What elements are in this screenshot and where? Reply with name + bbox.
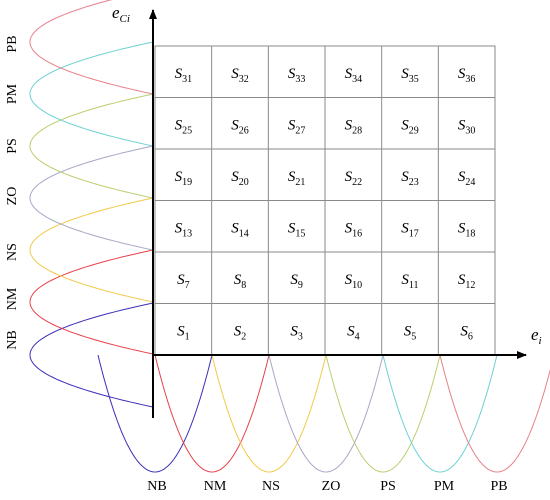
membership-curve-ns	[29, 197, 154, 303]
set-label-nb: NB	[147, 479, 166, 494]
membership-curve-pb	[29, 0, 154, 95]
membership-curve-nb	[29, 302, 154, 408]
rule-cell-label: S33	[288, 66, 306, 85]
rule-cell-label: S4	[347, 323, 360, 342]
rule-cell-label: S29	[401, 117, 419, 136]
set-label-ps: PS	[5, 138, 20, 154]
membership-curve-pm	[382, 354, 498, 473]
set-label-ps: PS	[380, 479, 396, 494]
rule-cell-label: S23	[401, 169, 419, 188]
membership-curve-ns	[211, 354, 327, 473]
vertical-set-labels: NB NM NS ZO PS PM PB	[5, 35, 20, 349]
rule-grid: S31 S32 S33 S34 S35 S36 S25 S26 S27 S28 S29 S30 S19 S…	[154, 45, 496, 356]
rule-cell-label: S6	[460, 323, 473, 342]
vertical-membership-curves	[29, 0, 154, 408]
rule-cell-label: S13	[175, 220, 193, 239]
set-label-ns: NS	[5, 243, 20, 261]
set-label-nm: NM	[5, 287, 20, 310]
rule-cell-label: S15	[288, 220, 306, 239]
rule-cell-label: S7	[177, 272, 190, 291]
horizontal-membership-curves	[97, 354, 550, 473]
set-label-pb: PB	[490, 479, 507, 494]
rule-cell-label: S5	[404, 323, 417, 342]
set-label-zo: ZO	[322, 479, 341, 494]
rule-cell-label: S32	[231, 66, 249, 85]
rule-cell-label: S34	[345, 66, 363, 85]
membership-curve-ps	[29, 93, 154, 199]
membership-curve-nb	[97, 354, 213, 473]
rule-cell-label: S2	[234, 323, 247, 342]
membership-curve-pb	[439, 354, 550, 473]
rule-cell-label: S20	[231, 169, 249, 188]
rule-cell-label: S22	[345, 169, 363, 188]
membership-curve-pm	[29, 41, 154, 147]
rule-cell-label: S31	[175, 66, 193, 85]
rule-cell-label: S35	[401, 66, 419, 85]
set-label-ns: NS	[262, 479, 280, 494]
rule-cell-label: S11	[401, 272, 418, 291]
membership-curve-zo	[29, 145, 154, 251]
rule-cell-label: S30	[458, 117, 476, 136]
rule-cell-label: S14	[231, 220, 249, 239]
rule-cell-label: S24	[458, 169, 476, 188]
set-label-pm: PM	[434, 479, 455, 494]
membership-curve-ps	[325, 354, 441, 473]
rule-cell-label: S10	[345, 272, 363, 291]
rule-cell-label: S17	[401, 220, 419, 239]
rule-cell-label: S21	[288, 169, 306, 188]
rule-cell-label: S19	[175, 169, 193, 188]
membership-curve-nm	[29, 249, 154, 355]
membership-curve-zo	[268, 354, 384, 473]
rule-cell-label: S27	[288, 117, 306, 136]
rule-cell-label: S36	[458, 66, 476, 85]
rule-cell-label: S18	[458, 220, 476, 239]
set-label-zo: ZO	[5, 187, 20, 206]
rule-cell-label: S8	[234, 272, 247, 291]
horizontal-set-labels: NB NM NS ZO PS PM PB	[147, 479, 507, 494]
set-label-pm: PM	[5, 83, 20, 104]
rule-cell-label: S25	[175, 117, 193, 136]
horizontal-axis-label: ei	[531, 325, 542, 347]
set-label-nb: NB	[5, 330, 20, 349]
set-label-nm: NM	[204, 479, 227, 494]
rule-cell-label: S12	[458, 272, 476, 291]
rule-cell-label: S28	[345, 117, 363, 136]
set-label-pb: PB	[5, 35, 20, 52]
rule-cell-label: S9	[290, 272, 303, 291]
rule-cell-label: S1	[177, 323, 190, 342]
vertical-axis-label: eCi	[112, 3, 130, 25]
rule-cell-label: S26	[231, 117, 249, 136]
rule-cell-label: S3	[290, 323, 303, 342]
rule-cell-label: S16	[345, 220, 363, 239]
membership-curve-nm	[154, 354, 270, 473]
